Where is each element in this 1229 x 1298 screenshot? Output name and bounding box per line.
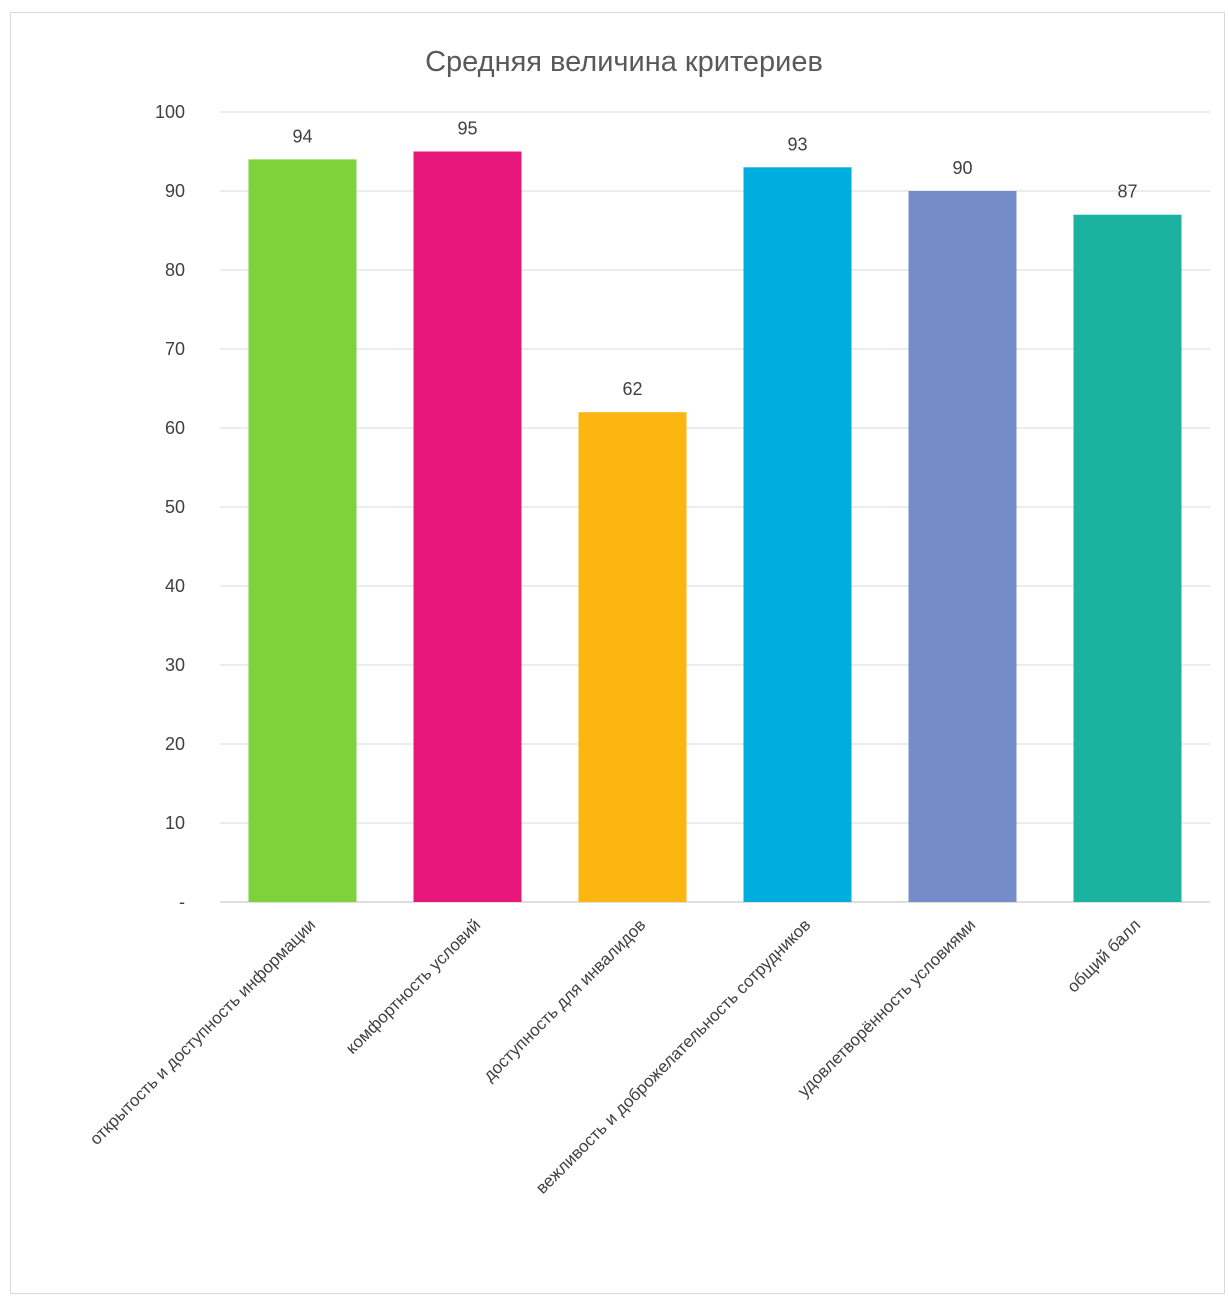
x-category-label: общий балл [1063, 915, 1144, 996]
x-category-label: комфортность условий [342, 915, 484, 1057]
chart-title: Средняя величина критериев [425, 46, 823, 78]
x-category-label: удовлетворённость условиями [794, 915, 979, 1100]
x-category-label: открытость и доступность информации [86, 915, 319, 1148]
bars [248, 151, 1182, 903]
x-axis-categories: открытость и доступность информации комфо… [86, 915, 1144, 1197]
bar [743, 167, 852, 903]
data-label: 62 [622, 379, 642, 399]
bar [413, 151, 522, 902]
data-label: 90 [952, 158, 972, 178]
y-tick-label: 90 [165, 181, 185, 201]
data-labels: 94 95 62 93 90 87 [292, 119, 1137, 400]
x-category-label: доступность для инвалидов [480, 915, 650, 1085]
bar [578, 412, 687, 902]
y-tick-label: 100 [155, 102, 185, 122]
y-tick-label: 40 [165, 576, 185, 596]
y-tick-label: 30 [165, 655, 185, 675]
bar [1073, 214, 1182, 902]
y-axis-ticks: - 10 20 30 40 50 60 70 80 90 100 [155, 102, 185, 912]
y-tick-label: 70 [165, 339, 185, 359]
y-tick-label: 60 [165, 418, 185, 438]
data-label: 93 [787, 134, 807, 154]
bar [248, 159, 357, 902]
y-tick-label: 80 [165, 260, 185, 280]
y-tick-label: 50 [165, 497, 185, 517]
data-label: 94 [292, 126, 312, 146]
x-category-label: вежливость и доброжелательность сотрудни… [532, 915, 814, 1197]
y-tick-label: - [179, 892, 185, 912]
y-tick-label: 20 [165, 734, 185, 754]
data-label: 87 [1117, 182, 1137, 202]
data-label: 95 [457, 119, 477, 139]
y-tick-label: 10 [165, 813, 185, 833]
bar [908, 191, 1017, 902]
gridlines [220, 111, 1210, 903]
